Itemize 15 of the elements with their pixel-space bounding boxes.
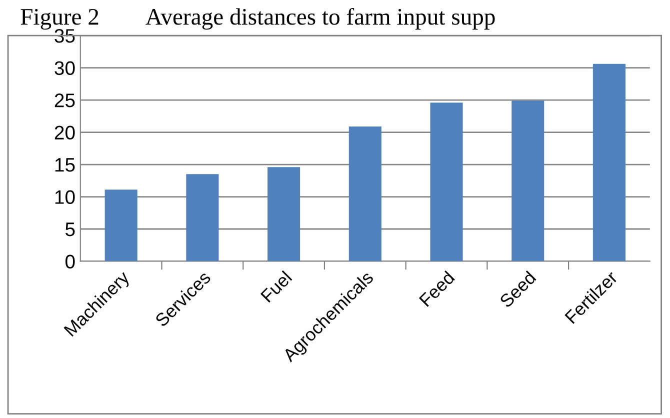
y-tick-label: 5	[66, 222, 75, 236]
y-tick-label: 15	[55, 158, 75, 172]
bar	[512, 100, 544, 262]
bar	[430, 102, 463, 262]
bar	[104, 190, 138, 262]
bar	[592, 64, 626, 262]
chart-title: Figure 2 Average distances to farm input supp	[20, 8, 495, 30]
y-tick-label: 25	[54, 93, 75, 108]
y-tick-label: 30	[54, 61, 75, 76]
bar	[348, 126, 382, 262]
y-tick-label: 0	[65, 254, 75, 268]
bar	[186, 174, 219, 262]
y-tick-label: 20	[54, 126, 75, 140]
bar	[268, 167, 300, 262]
y-tick-label: 10	[55, 190, 75, 204]
